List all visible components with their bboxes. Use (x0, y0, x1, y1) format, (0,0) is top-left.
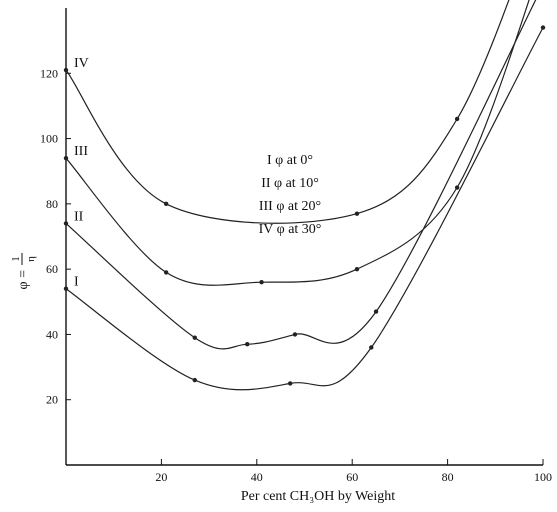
legend: I φ at 0° II φ at 10° III φ at 20° IV φ at … (259, 153, 322, 237)
curve-label-I: I (74, 275, 79, 290)
data-point (373, 309, 379, 314)
data-point (63, 67, 69, 73)
x-tick-label: 80 (442, 470, 454, 484)
y-tick-label: 60 (46, 262, 58, 276)
x-tick-label: 20 (155, 470, 167, 484)
series-IV: IV (63, 0, 510, 224)
curve-label-III: III (74, 144, 88, 159)
data-point (63, 286, 69, 291)
y-tick-label: 80 (46, 197, 58, 211)
series-I: I (63, 25, 546, 391)
legend-item-III: III φ at 20° (259, 199, 321, 214)
data-point (259, 280, 264, 285)
data-point (540, 25, 546, 30)
y-axis-title: φ = 1 η (10, 253, 37, 289)
x-tick-label: 60 (346, 470, 358, 484)
y-tick-label: 100 (40, 132, 58, 146)
data-point (454, 116, 460, 122)
series-III: III (63, 0, 530, 286)
y-tick-label: 20 (46, 393, 58, 407)
data-point (354, 266, 360, 272)
data-point (63, 221, 69, 226)
legend-item-II: II φ at 10° (261, 176, 319, 191)
data-point (192, 377, 197, 383)
data-point (245, 342, 250, 347)
legend-item-I: I φ at 0° (267, 153, 313, 168)
data-point (287, 381, 293, 386)
y-axis-title-numerator: 1 (10, 256, 22, 262)
data-point (369, 345, 374, 350)
axes: 20 40 60 80 100 20 40 60 80 100 120 (40, 8, 552, 484)
data-point (63, 155, 69, 161)
series-II: II (63, 0, 537, 350)
data-point (292, 332, 298, 337)
x-tick-label: 40 (251, 470, 263, 484)
y-tick-label: 120 (40, 66, 58, 80)
series-line-III (65, 0, 530, 286)
series-line-I (65, 27, 544, 391)
data-point (163, 270, 169, 275)
data-point (354, 211, 360, 216)
curve-label-II: II (74, 209, 84, 224)
data-point (163, 201, 169, 207)
series-line-II (65, 0, 537, 350)
legend-item-IV: IV φ at 30° (259, 222, 322, 237)
y-axis-title-denominator: η (25, 256, 37, 262)
x-tick-label: 100 (534, 470, 552, 484)
y-tick-label: 40 (46, 327, 58, 341)
y-axis-title-symbol: φ = (16, 270, 31, 290)
data-point (192, 335, 197, 340)
x-axis-title: Per cent CH₃OH by Weight (241, 489, 395, 504)
curve-label-IV: IV (74, 56, 89, 71)
data-point (454, 185, 460, 190)
